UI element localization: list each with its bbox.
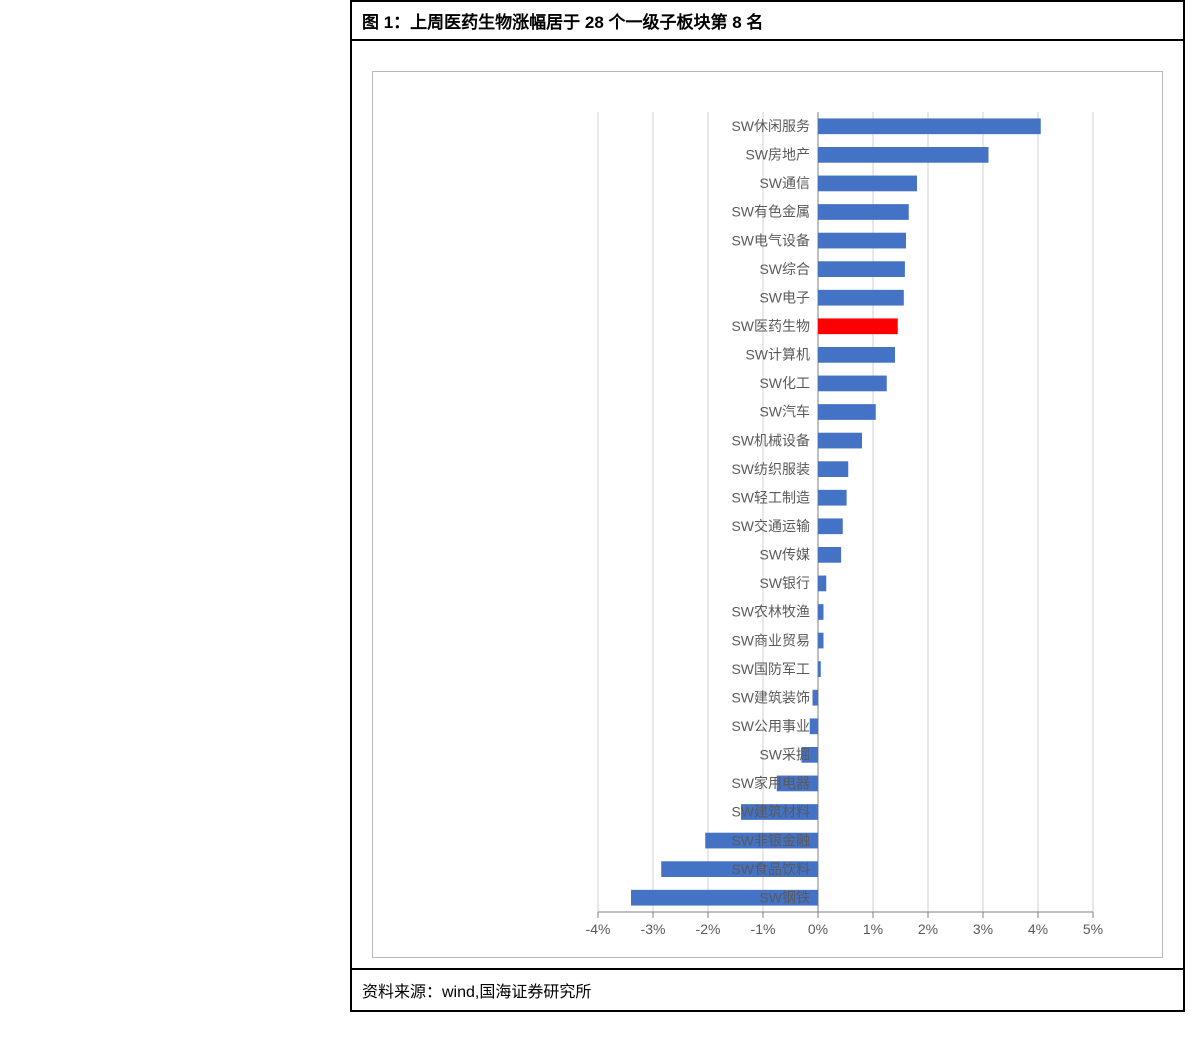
category-label: SW食品饮料 <box>731 861 810 877</box>
x-tick-label: -3% <box>641 921 666 937</box>
bar-chart: -4% -3% -2% -1% 0% 1% 2% 3% 4% 5% SW休闲服务 SW房地产 SW通信 S… <box>383 112 1142 942</box>
category-label: SW钢铁 <box>759 889 810 905</box>
bar <box>818 176 917 192</box>
category-label: SW建筑材料 <box>731 804 810 820</box>
category-label: SW家用电器 <box>731 775 810 791</box>
bar <box>818 461 848 477</box>
bar <box>818 404 876 420</box>
bar <box>818 518 843 534</box>
plot-container: -4% -3% -2% -1% 0% 1% 2% 3% 4% 5% SW休闲服务 SW房地产 SW通信 S… <box>372 71 1163 958</box>
bar <box>818 204 909 220</box>
x-tick-label: 0% <box>808 921 828 937</box>
category-label: SW电气设备 <box>731 232 810 248</box>
bar <box>818 376 887 392</box>
bar <box>810 718 818 734</box>
bar <box>818 347 895 363</box>
category-label: SW农林牧渔 <box>731 604 810 620</box>
x-tick-label: 5% <box>1083 921 1103 937</box>
bar <box>813 690 819 706</box>
category-label: SW机械设备 <box>731 432 810 448</box>
bar <box>818 118 1041 134</box>
x-tick-label: -2% <box>696 921 721 937</box>
category-label: SW采掘 <box>759 747 810 763</box>
bar <box>818 604 824 620</box>
bar <box>818 318 898 334</box>
category-label: SW通信 <box>759 175 810 191</box>
bar <box>818 661 821 677</box>
category-label: SW化工 <box>759 375 810 391</box>
category-label: SW商业贸易 <box>731 632 810 648</box>
category-label: SW国防军工 <box>731 661 810 677</box>
category-label: SW有色金属 <box>731 204 810 220</box>
bar <box>818 147 989 163</box>
bar <box>818 490 847 506</box>
source-text: 资料来源：wind,国海证券研究所 <box>352 970 1183 1010</box>
bar <box>818 547 841 563</box>
category-label: SW综合 <box>759 261 810 277</box>
category-label: SW银行 <box>759 575 810 591</box>
category-label: SW建筑装饰 <box>731 689 810 705</box>
bar <box>818 576 826 592</box>
category-label: SW交通运输 <box>731 518 810 534</box>
figure-frame: 图 1：上周医药生物涨幅居于 28 个一级子板块第 8 名 -4%-3%-2%-… <box>350 0 1185 1012</box>
category-label: SW房地产 <box>745 147 810 163</box>
x-tick-label: 3% <box>973 921 993 937</box>
bar <box>818 233 906 249</box>
category-label: SW休闲服务 <box>731 118 810 134</box>
chart-svg: -4% -3% -2% -1% 0% 1% 2% 3% 4% 5% SW休闲服务 SW房地产 SW通信 S… <box>383 112 1143 942</box>
x-tick-label: 1% <box>863 921 883 937</box>
category-label: SW公用事业 <box>731 718 810 734</box>
category-label: SW纺织服装 <box>731 461 810 477</box>
category-label: SW传媒 <box>759 547 810 563</box>
category-label: SW非银金融 <box>731 832 810 848</box>
category-label: SW轻工制造 <box>731 489 810 505</box>
category-label: SW电子 <box>759 289 810 305</box>
x-tick-label: -4% <box>586 921 611 937</box>
bar <box>818 433 862 449</box>
x-tick-label: 2% <box>918 921 938 937</box>
category-label: SW计算机 <box>745 347 810 363</box>
chart-area: -4% -3% -2% -1% 0% 1% 2% 3% 4% 5% SW休闲服务 SW房地产 SW通信 S… <box>352 41 1183 970</box>
x-tick-label: 4% <box>1028 921 1048 937</box>
figure-title: 图 1：上周医药生物涨幅居于 28 个一级子板块第 8 名 <box>352 2 1183 41</box>
x-tick-label: -1% <box>751 921 776 937</box>
category-label: SW医药生物 <box>731 318 810 334</box>
category-label: SW汽车 <box>759 404 810 420</box>
bar <box>818 290 904 306</box>
bar <box>818 633 824 649</box>
bar <box>818 261 905 277</box>
